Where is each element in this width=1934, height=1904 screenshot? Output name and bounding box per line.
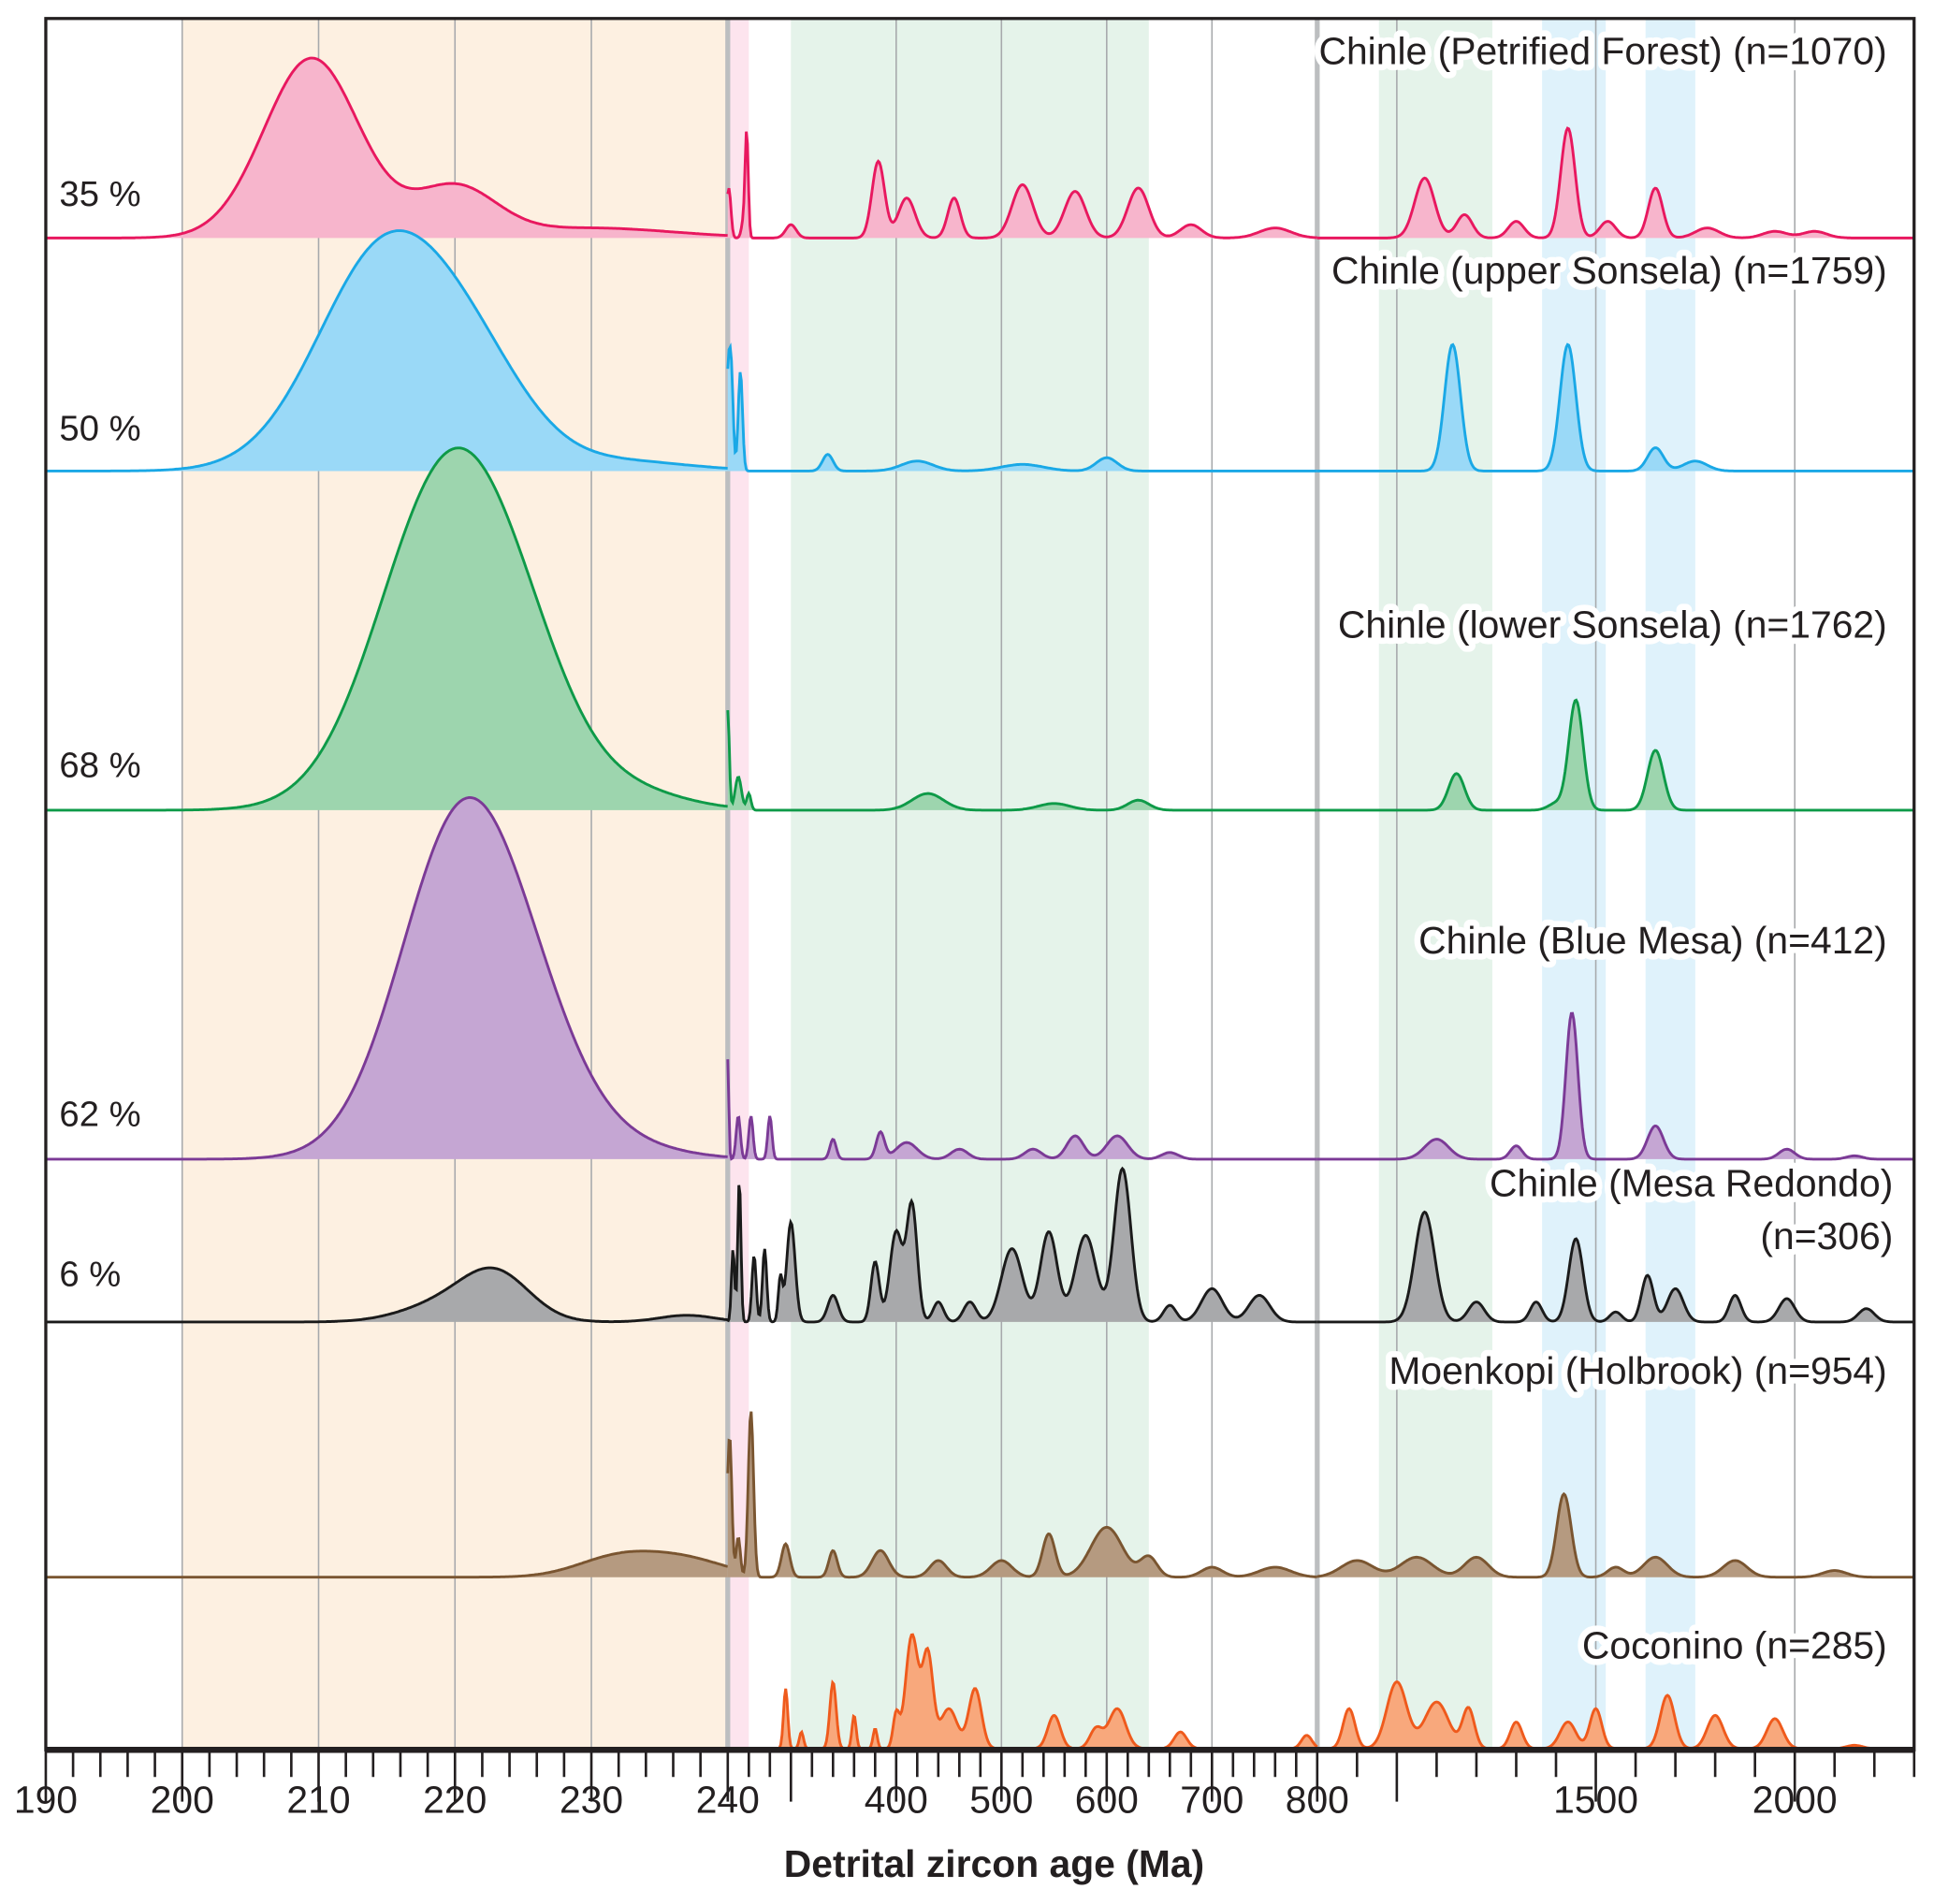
kde-fill bbox=[45, 58, 728, 239]
kde-line bbox=[726, 1166, 1317, 1324]
sample-label: Chinle (lower Sonsela) (n=1762) bbox=[1338, 603, 1887, 646]
sample-label: Chinle (Blue Mesa) (n=412) bbox=[1418, 919, 1887, 962]
age-band bbox=[791, 18, 1149, 1751]
tick-label: 210 bbox=[286, 1778, 350, 1821]
tick-label: 240 bbox=[696, 1778, 760, 1821]
young-fraction-label: 50 % bbox=[59, 409, 140, 449]
kde-fill bbox=[45, 797, 728, 1159]
sample-label: Moenkopi (Holbrook) (n=954) bbox=[1389, 1349, 1886, 1392]
kde-line bbox=[726, 131, 1317, 240]
kde-line bbox=[726, 709, 1317, 812]
tick-label: 2000 bbox=[1752, 1778, 1838, 1821]
sample-labels: Chinle (Petrified Forest) (n=1070) 35 % Ch… bbox=[59, 23, 1898, 1673]
kde-line bbox=[1316, 1491, 1914, 1579]
sample-label: Chinle (upper Sonsela) (n=1759) bbox=[1331, 249, 1887, 292]
kde-line bbox=[45, 446, 729, 812]
kde-line bbox=[1316, 698, 1914, 812]
tick-label: 230 bbox=[560, 1778, 623, 1821]
young-fraction-label: 68 % bbox=[59, 745, 140, 785]
kde-fill bbox=[727, 1635, 1317, 1749]
sample-label: Chinle (Petrified Forest) (n=1070) bbox=[1318, 30, 1886, 73]
kde-fill bbox=[45, 447, 728, 810]
age-band bbox=[1645, 18, 1695, 1751]
tick-label: 800 bbox=[1286, 1778, 1349, 1821]
age-band bbox=[1378, 18, 1492, 1751]
tick-label: 400 bbox=[865, 1778, 928, 1821]
tick-label: 500 bbox=[969, 1778, 1033, 1821]
sample-label: Coconino (n=285) bbox=[1582, 1624, 1887, 1667]
tick-label: 1500 bbox=[1553, 1778, 1638, 1821]
young-fraction-label: 35 % bbox=[59, 174, 140, 214]
kde-line bbox=[45, 56, 728, 240]
tick-label: 200 bbox=[151, 1778, 214, 1821]
young-fraction-label: 6 % bbox=[59, 1255, 121, 1295]
kde-fill bbox=[727, 1169, 1317, 1322]
kde-line bbox=[45, 1266, 728, 1324]
tick-label: 190 bbox=[14, 1778, 78, 1821]
tick-label: 600 bbox=[1075, 1778, 1139, 1821]
kde-line bbox=[45, 229, 728, 472]
kde-line bbox=[45, 1549, 729, 1579]
young-fraction-label: 62 % bbox=[59, 1094, 140, 1134]
tick-label: 220 bbox=[423, 1778, 487, 1821]
tick-label: 700 bbox=[1180, 1778, 1243, 1821]
kde-curves bbox=[45, 56, 1914, 1751]
kde-fill bbox=[1316, 1681, 1914, 1749]
kde-fill bbox=[727, 1411, 1317, 1577]
kde-line bbox=[726, 1411, 1317, 1579]
x-axis-ticks: 190 200 210 220 230 240 400 500 600 700 800 1500 200… bbox=[14, 1750, 1916, 1821]
kde-line bbox=[726, 342, 1317, 472]
kde-line bbox=[1316, 1210, 1914, 1324]
x-axis-label: Detrital zircon age (Ma) bbox=[784, 1842, 1204, 1885]
kde-fill bbox=[45, 230, 728, 472]
kde-line bbox=[45, 796, 728, 1161]
kde-line bbox=[1316, 126, 1914, 240]
kde-line bbox=[1316, 342, 1914, 472]
sample-n-label: (n=306) bbox=[1760, 1214, 1893, 1257]
kde-line bbox=[1316, 1011, 1914, 1161]
kde-line bbox=[726, 1059, 1317, 1161]
sample-label: Chinle (Mesa Redondo) bbox=[1490, 1161, 1893, 1204]
